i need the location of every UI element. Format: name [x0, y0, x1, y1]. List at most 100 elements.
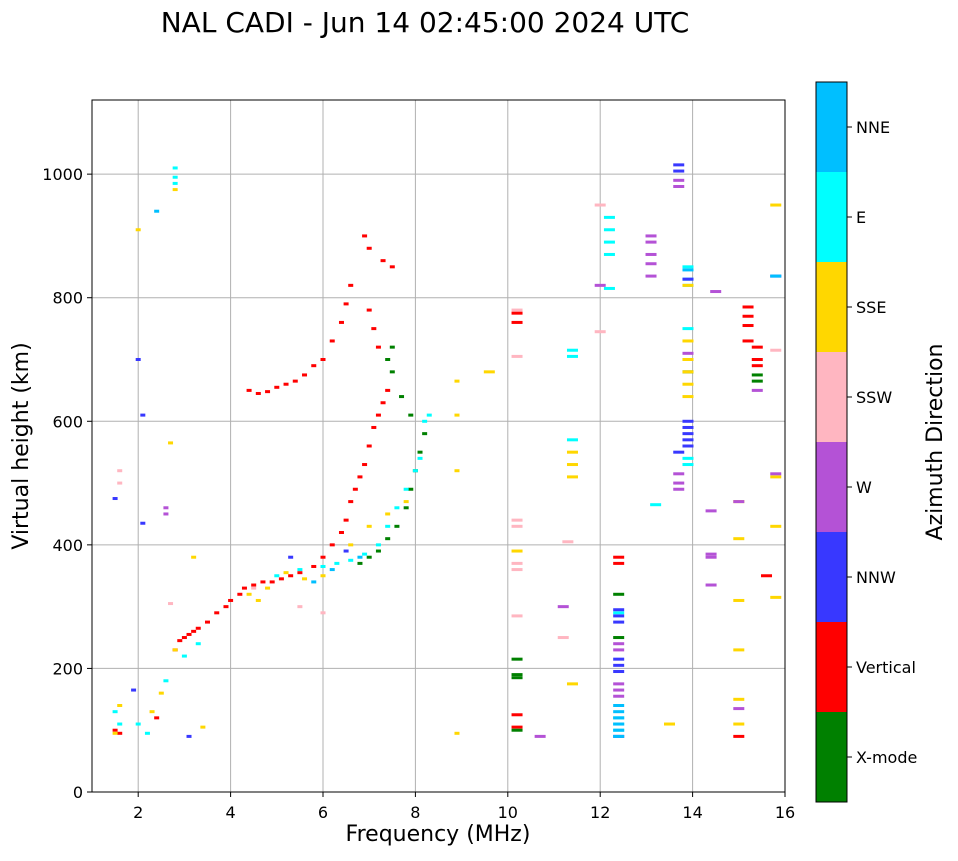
data-point-e — [172, 181, 178, 185]
data-point-nne — [154, 209, 160, 213]
data-point-w — [613, 694, 625, 698]
data-point-vertical — [511, 713, 523, 717]
data-point-vertical — [117, 731, 123, 735]
data-point-vertical — [613, 561, 625, 565]
data-point-nnw — [613, 614, 625, 618]
colorbar-label: SSE — [856, 298, 886, 317]
data-point-x-mode — [511, 657, 523, 661]
data-point-e — [566, 354, 578, 358]
data-point-e — [650, 503, 662, 507]
data-point-e — [682, 327, 694, 331]
data-point-e — [426, 413, 432, 417]
data-point-w — [705, 552, 717, 556]
data-point-e — [412, 469, 418, 473]
data-point-vertical — [274, 385, 280, 389]
data-point-w — [645, 252, 657, 256]
data-point-vertical — [181, 636, 187, 640]
data-point-sse — [149, 710, 155, 714]
data-point-vertical — [269, 580, 275, 584]
data-point-sse — [172, 188, 178, 192]
colorbar-segment-vertical — [816, 622, 847, 713]
colorbar-label: Vertical — [856, 658, 916, 677]
data-point-vertical — [371, 327, 377, 331]
data-point-vertical — [751, 345, 763, 349]
data-point-e — [163, 679, 169, 683]
data-point-nne — [357, 555, 363, 559]
data-point-e — [172, 175, 178, 179]
data-point-e — [682, 265, 694, 269]
data-point-sse — [733, 648, 745, 652]
data-point-nnw — [673, 169, 685, 173]
data-point-nnw — [135, 358, 141, 361]
data-point-sse — [770, 475, 782, 479]
data-point-sse — [135, 228, 141, 232]
data-point-sse — [366, 524, 372, 528]
data-point-vertical — [742, 305, 754, 309]
colorbar-label: SSW — [856, 388, 892, 407]
data-point-vertical — [511, 311, 523, 315]
data-point-w — [645, 234, 657, 238]
data-point-e — [566, 438, 578, 442]
data-point-vertical — [283, 382, 289, 386]
data-point-w — [645, 240, 657, 244]
data-point-vertical — [371, 425, 377, 429]
data-point-vertical — [288, 574, 294, 578]
data-point-vertical — [260, 580, 266, 584]
data-point-ssw — [562, 540, 574, 544]
data-point-x-mode — [422, 432, 428, 436]
data-point-sse — [566, 450, 578, 454]
data-point-sse — [454, 731, 460, 735]
data-point-vertical — [761, 574, 773, 578]
data-point-x-mode — [408, 413, 414, 417]
data-point-w — [705, 555, 717, 559]
data-point-sse — [246, 592, 252, 596]
data-point-x-mode — [751, 379, 763, 383]
data-point-w — [733, 500, 745, 504]
data-point-vertical — [366, 444, 372, 448]
data-point-vertical — [375, 413, 381, 417]
data-point-w — [673, 481, 685, 485]
data-point-w — [733, 707, 745, 711]
data-point-w — [557, 605, 569, 609]
data-point-e — [566, 348, 578, 352]
data-point-vertical — [362, 463, 368, 467]
data-point-w — [770, 472, 782, 476]
data-point-ssw — [594, 330, 606, 334]
data-point-sse — [682, 339, 694, 343]
data-point-vertical — [742, 339, 754, 343]
data-point-vertical — [228, 598, 234, 602]
data-point-vertical — [246, 388, 252, 392]
data-point-e — [385, 524, 391, 528]
data-point-vertical — [214, 611, 220, 615]
data-point-w — [594, 283, 606, 287]
data-point-e — [144, 731, 150, 735]
data-point-vertical — [343, 518, 349, 522]
data-point-ssw — [320, 611, 326, 615]
data-point-vertical — [751, 364, 763, 368]
data-point-x-mode — [385, 358, 391, 361]
x-tick-label: 2 — [133, 803, 143, 822]
colorbar-segment-sse — [816, 262, 847, 353]
data-point-nne — [311, 580, 317, 584]
data-point-nnw — [682, 438, 694, 442]
data-point-sse — [168, 441, 174, 445]
data-point-e — [603, 252, 615, 256]
data-point-e — [195, 642, 201, 646]
data-point-sse — [454, 469, 460, 473]
data-point-ssw — [511, 308, 523, 312]
data-point-vertical — [265, 390, 271, 394]
data-point-sse — [511, 549, 523, 553]
data-point-vertical — [338, 320, 344, 324]
data-point-vertical — [352, 487, 358, 491]
colorbar-segment-nnw — [816, 532, 847, 623]
data-point-vertical — [320, 358, 326, 361]
data-point-e — [320, 564, 326, 568]
data-point-x-mode — [389, 345, 395, 349]
data-point-w — [613, 648, 625, 652]
data-point-x-mode — [511, 673, 523, 677]
colorbar-label: W — [856, 478, 872, 497]
data-point-ssw — [168, 602, 174, 606]
data-point-vertical — [366, 246, 372, 250]
data-point-nnw — [140, 413, 146, 417]
